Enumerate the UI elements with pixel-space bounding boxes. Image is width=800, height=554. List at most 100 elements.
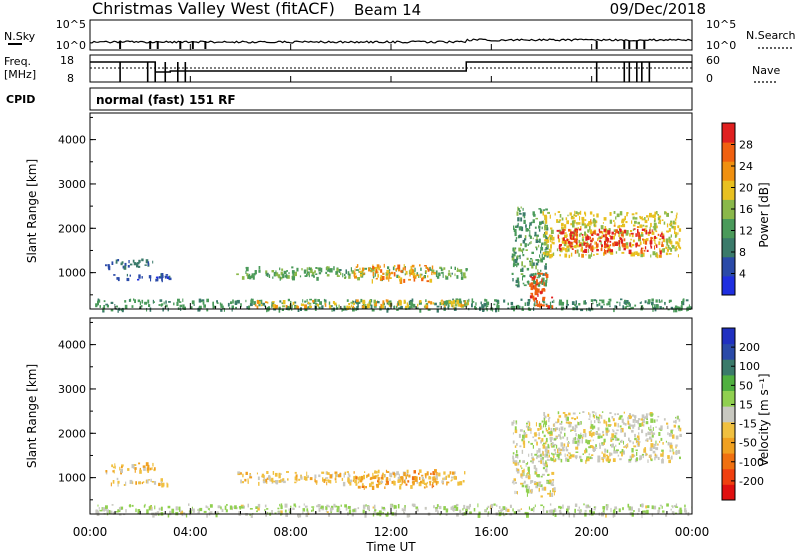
scatter-region-1-6 [555,436,558,439]
scatter-region-1-6 [659,428,663,431]
scatter-region-1-1 [139,469,142,474]
scatter-region-0-9 [563,229,566,231]
scatter-region-0-5 [385,277,388,280]
scatter-region-0-0 [199,305,202,310]
scatter-region-1-6 [650,458,653,462]
scatter-region-0-8 [669,223,672,226]
scatter-region-1-6 [648,426,650,430]
scatter-region-1-6 [590,424,594,428]
scatter-region-0-8 [585,254,587,256]
scatter-region-1-0 [493,503,496,506]
scatter-region-1-6 [629,455,632,459]
scatter-region-0-8 [576,249,579,254]
colorbar-tick-label-0-0: 4 [739,268,746,281]
scatter-region-1-0 [642,510,645,514]
scatter-region-0-8 [668,239,671,242]
scatter-region-1-6 [563,449,565,452]
scatter-region-0-0 [234,300,238,305]
scatter-region-1-4 [353,471,355,474]
scatter-region-1-4 [363,474,365,480]
scatter-region-0-0 [246,306,249,309]
scatter-region-1-4 [432,471,436,475]
scatter-region-0-8 [543,214,547,218]
scatter-region-0-0 [97,298,100,301]
scatter-region-1-0 [175,506,178,511]
scatter-region-0-8 [573,219,576,224]
scatter-region-0-0 [408,300,410,305]
scatter-region-1-0 [603,506,605,511]
scatter-region-1-6 [634,437,637,441]
scatter-region-0-8 [642,252,645,257]
scatter-region-0-9 [556,229,560,232]
scatter-region-0-3 [155,278,159,282]
scatter-region-1-3 [438,472,441,477]
scatter-region-0-2 [133,262,137,266]
scatter-region-1-6 [605,421,608,425]
scatter-region-1-0 [679,509,683,515]
scatter-region-1-6 [637,420,640,425]
scatter-region-1-4 [401,476,404,480]
scatter-region-0-1 [312,299,315,303]
scatter-region-0-0 [165,300,167,304]
scatter-region-0-7 [538,301,541,304]
scatter-region-1-1 [138,462,141,465]
scatter-region-1-6 [633,445,637,448]
scatter-region-1-1 [131,464,134,469]
scatter-region-0-4 [266,275,269,277]
scatter-region-1-3 [314,478,316,483]
scatter-region-1-6 [623,446,626,448]
scatter-region-0-6 [517,281,520,286]
scatter-region-0-8 [663,221,666,225]
scatter-region-0-5 [353,272,357,275]
scatter-region-0-6 [520,243,522,247]
scatter-region-0-0 [190,306,193,309]
scatter-region-1-3 [294,471,297,474]
scatter-region-1-5 [544,469,547,472]
scatter-region-0-8 [558,229,562,234]
scatter-region-1-3 [450,480,452,482]
scatter-region-0-6 [521,267,524,272]
scatter-region-1-6 [650,413,653,417]
scatter-region-0-9 [623,247,626,251]
scatter-region-0-0 [323,298,326,302]
scatter-region-1-4 [407,480,410,483]
scatter-region-0-8 [559,254,561,257]
scatter-region-1-5 [536,455,539,458]
scatter-region-0-4 [336,273,339,277]
scatter-region-1-0 [542,508,545,513]
scatter-region-1-0 [288,511,291,513]
scatter-region-0-8 [570,252,573,257]
scatter-region-0-8 [671,225,674,229]
scatter-region-0-1 [385,299,388,302]
scatter-region-1-5 [533,465,536,470]
scatter-region-0-8 [664,211,666,215]
scatter-region-1-6 [606,449,609,453]
scatter-region-0-1 [324,303,327,307]
scatter-region-0-9 [615,242,617,245]
scatter-region-0-0 [220,308,223,312]
scatter-region-0-8 [653,219,656,223]
cpid-value: normal (fast) 151 RF [96,93,236,107]
scatter-region-1-0 [653,505,657,510]
scatter-region-1-6 [590,439,592,442]
scatter-region-1-0 [584,509,587,512]
date-label: 09/Dec/2018 [610,0,706,18]
scatter-region-1-3 [443,471,446,475]
scatter-region-0-1 [458,303,461,307]
scatter-region-1-6 [565,446,567,451]
scatter-region-1-5 [524,434,528,438]
scatter-region-0-8 [664,211,667,214]
scatter-region-0-6 [536,276,538,279]
scatter-region-0-0 [434,302,437,306]
scatter-region-0-0 [416,307,419,309]
scatter-region-1-5 [523,468,525,473]
scatter-region-1-3 [347,472,350,476]
scatter-region-0-8 [662,248,665,253]
noise-search-label: N.Search [746,29,796,42]
y-tick-label-1-0: 1000 [58,472,86,485]
scatter-region-1-6 [655,440,657,444]
freq-label-line1: Freq. [4,55,31,68]
scatter-region-1-0 [143,505,146,508]
scatter-region-1-6 [645,439,648,442]
